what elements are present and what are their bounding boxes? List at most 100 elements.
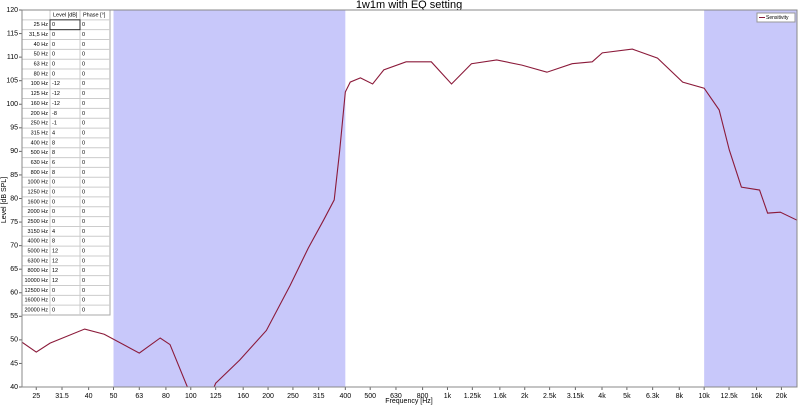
table-row-label: 25 Hz: [34, 22, 49, 28]
table-cell: 0: [82, 170, 85, 176]
y-tick-label: 65: [10, 266, 18, 273]
table-cell: 0: [82, 189, 85, 195]
table-row-label: 8000 Hz: [28, 268, 49, 274]
table-cell: 0: [82, 121, 85, 127]
table-row-label: 31,5 Hz: [29, 32, 48, 38]
table-row-label: 63 Hz: [34, 62, 49, 68]
y-tick-label: 95: [10, 125, 18, 132]
table-cell: 0: [52, 199, 55, 205]
x-tick-label: 2k: [521, 393, 529, 400]
y-tick-label: 90: [10, 148, 18, 155]
table-cell: 12: [52, 249, 58, 255]
y-tick-label: 105: [6, 78, 18, 85]
shaded-band: [113, 10, 346, 387]
table-cell: 0: [82, 130, 85, 136]
x-tick-label: 6.3k: [646, 393, 660, 400]
x-tick-label: 63: [135, 393, 143, 400]
x-tick-label: 800: [417, 393, 429, 400]
table-cell: 0: [82, 101, 85, 107]
table-cell: 0: [82, 288, 85, 294]
y-tick-label: 120: [6, 7, 18, 14]
table-row-label: 800 Hz: [31, 170, 49, 176]
table-cell: 0: [52, 209, 55, 215]
y-tick-label: 100: [6, 101, 18, 108]
table-cell: 6: [52, 160, 55, 166]
table-row-label: 160 Hz: [31, 101, 49, 107]
table-cell: 0: [82, 81, 85, 87]
table-row-label: 2000 Hz: [28, 209, 49, 215]
table-cell: -12: [52, 91, 60, 97]
table-cell: 0: [52, 298, 55, 304]
table-cell: 0: [82, 298, 85, 304]
table-cell: 4: [52, 130, 55, 136]
table-cell: 0: [52, 219, 55, 225]
y-tick-label: 40: [10, 384, 18, 391]
x-tick-label: 25: [32, 393, 40, 400]
table-cell: 0: [52, 288, 55, 294]
table-row-label: 250 Hz: [31, 121, 49, 127]
table-row-label: 1600 Hz: [28, 199, 49, 205]
y-tick-label: 115: [7, 30, 18, 37]
table-cell: 0: [82, 42, 85, 48]
y-tick-label: 50: [10, 337, 18, 344]
table-cell: 8: [52, 170, 55, 176]
table-cell: 0: [52, 22, 55, 28]
x-tick-label: 400: [339, 393, 351, 400]
table-row-label: 50 Hz: [34, 52, 49, 58]
table-cell: 0: [82, 229, 85, 235]
table-cell: 0: [82, 219, 85, 225]
table-cell: 0: [82, 160, 85, 166]
table-cell: 0: [82, 258, 85, 264]
table-row-label: 40 Hz: [34, 42, 49, 48]
table-row-label: 100 Hz: [31, 81, 49, 87]
x-tick-label: 100: [185, 393, 197, 400]
table-row-label: 80 Hz: [34, 71, 49, 77]
table-row-label: 630 Hz: [31, 160, 49, 166]
x-axis-label: Frequency [Hz]: [385, 398, 433, 405]
table-cell: 0: [82, 268, 85, 274]
chart-title: 1w1m with EQ setting: [356, 0, 462, 11]
table-row-label: 4000 Hz: [28, 239, 49, 245]
table-cell: 0: [52, 42, 55, 48]
legend-label: Sensitivity: [766, 15, 789, 21]
table-cell: 8: [52, 140, 55, 146]
x-tick-label: 5k: [623, 393, 631, 400]
table-cell: 0: [52, 308, 55, 314]
table-cell: 0: [82, 308, 85, 314]
x-tick-label: 31.5: [55, 393, 69, 400]
table-row-label: 500 Hz: [31, 150, 49, 156]
x-tick-label: 20k: [776, 393, 788, 400]
table-cell: 0: [82, 278, 85, 284]
table-row-label: 315 Hz: [31, 130, 49, 136]
table-cell: 12: [52, 278, 58, 284]
table-cell: 0: [52, 180, 55, 186]
x-tick-label: 3.15k: [567, 393, 585, 400]
table-cell: 12: [52, 268, 58, 274]
table-input: [49, 19, 81, 31]
table-cell: -1: [52, 121, 57, 127]
x-tick-label: 160: [237, 393, 249, 400]
table-cell: 0: [52, 71, 55, 77]
table-cell: 0: [82, 249, 85, 255]
table-cell: 4: [52, 229, 55, 235]
y-tick-label: 70: [10, 242, 18, 249]
y-tick-label: 85: [10, 172, 18, 179]
x-tick-label: 1.25k: [464, 393, 482, 400]
x-tick-label: 2.5k: [543, 393, 557, 400]
table-cell: 12: [52, 258, 58, 264]
x-tick-label: 4k: [598, 393, 606, 400]
y-tick-label: 60: [10, 290, 18, 297]
y-tick-label: 55: [10, 313, 18, 320]
table-row-label: 5000 Hz: [28, 249, 49, 255]
table-cell: 0: [52, 189, 55, 195]
x-tick-label: 125: [210, 393, 222, 400]
shaded-band: [704, 10, 797, 387]
table-row-label: 125 Hz: [31, 91, 49, 97]
table-cell: 0: [82, 62, 85, 68]
y-tick-label: 45: [10, 360, 18, 367]
table-cell: -8: [52, 111, 57, 117]
x-tick-label: 10k: [699, 393, 711, 400]
table-cell: 8: [52, 239, 55, 245]
